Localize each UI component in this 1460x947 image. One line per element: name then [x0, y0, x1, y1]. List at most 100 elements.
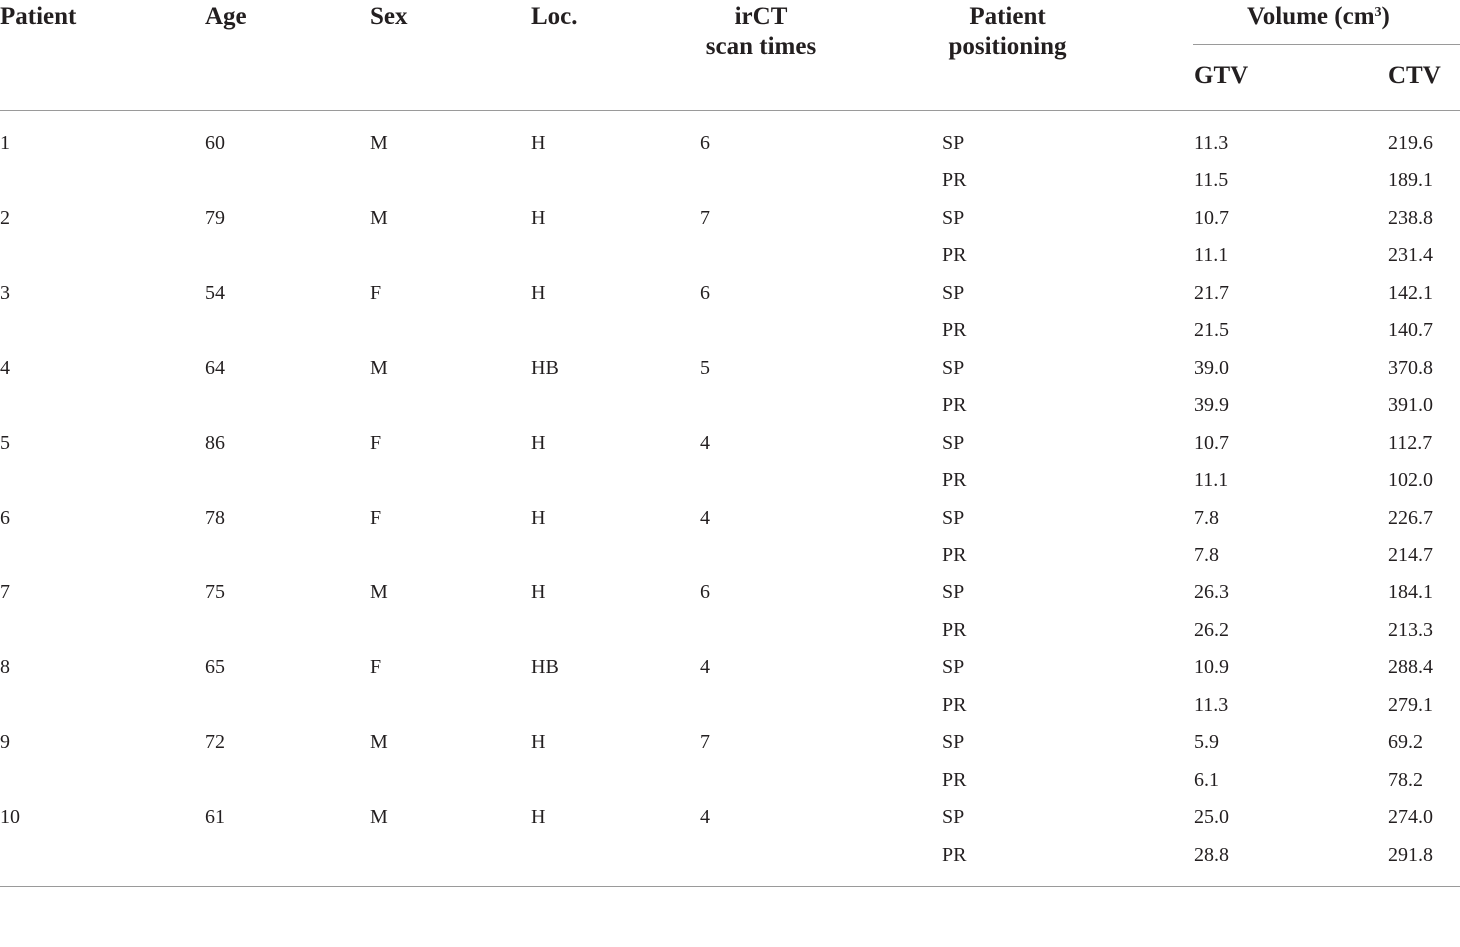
header-irct-line1: irCT	[734, 3, 788, 30]
cell-age: 65	[205, 656, 225, 679]
header-gtv: GTV	[1194, 62, 1249, 89]
cell-irct: 4	[700, 506, 710, 529]
cell-sex: F	[370, 281, 382, 304]
cell-ctv: 112.7	[1388, 431, 1433, 454]
cell-patient: 4	[0, 356, 10, 379]
cell-gtv: 11.3	[1194, 693, 1229, 716]
header-volume-close: )	[1381, 3, 1390, 30]
cell-positioning: SP	[942, 731, 965, 754]
cell-patient: 7	[0, 581, 10, 604]
cell-patient: 1	[0, 132, 10, 154]
header-age: Age	[205, 3, 247, 30]
cell-irct: 7	[700, 206, 710, 229]
cell-gtv: 11.3	[1194, 132, 1229, 154]
cell-gtv: 21.5	[1194, 319, 1229, 342]
cell-gtv: 10.7	[1194, 431, 1229, 454]
cell-gtv: 11.1	[1194, 469, 1229, 492]
header-positioning: Patient positioning	[940, 2, 1075, 62]
cell-sex: M	[370, 206, 388, 229]
cell-positioning: PR	[942, 469, 967, 492]
cell-irct: 6	[700, 281, 710, 304]
cell-irct: 5	[700, 356, 710, 379]
cell-irct: 6	[700, 132, 710, 154]
cell-ctv: 102.0	[1388, 469, 1433, 492]
cell-positioning: SP	[942, 656, 965, 679]
cell-gtv: 25.0	[1194, 806, 1229, 829]
cell-irct: 6	[700, 581, 710, 604]
cell-sex: M	[370, 731, 388, 754]
cell-ctv: 142.1	[1388, 281, 1433, 304]
cell-gtv: 26.3	[1194, 581, 1229, 604]
cell-ctv: 274.0	[1388, 806, 1433, 829]
cell-positioning: PR	[942, 319, 967, 342]
cell-patient: 2	[0, 206, 10, 229]
cell-loc: H	[531, 132, 546, 154]
cell-positioning: PR	[942, 394, 967, 417]
cell-sex: F	[370, 506, 382, 529]
header-positioning-line1: Patient	[969, 3, 1046, 30]
cell-loc: H	[531, 731, 546, 754]
cell-positioning: SP	[942, 806, 965, 829]
cell-positioning: PR	[942, 843, 967, 866]
header-volume: Volume (cm3)	[1247, 2, 1390, 32]
cell-ctv: 370.8	[1388, 356, 1433, 379]
cell-sex: M	[370, 132, 388, 154]
cell-patient: 5	[0, 431, 10, 454]
cell-positioning: PR	[942, 693, 967, 716]
cell-gtv: 11.1	[1194, 244, 1229, 267]
cell-positioning: SP	[942, 281, 965, 304]
cell-ctv: 238.8	[1388, 206, 1433, 229]
cell-age: 72	[205, 731, 225, 754]
cell-positioning: PR	[942, 169, 967, 192]
cell-gtv: 28.8	[1194, 843, 1229, 866]
cell-positioning: SP	[942, 506, 965, 529]
cell-gtv: 26.2	[1194, 618, 1229, 641]
cell-gtv: 10.9	[1194, 656, 1229, 679]
table-bottom-rule	[0, 886, 1460, 887]
cell-patient: 10	[0, 806, 20, 829]
volume-subheader-rule	[1193, 44, 1460, 45]
cell-gtv: 10.7	[1194, 206, 1229, 229]
cell-gtv: 6.1	[1194, 768, 1219, 791]
cell-positioning: PR	[942, 618, 967, 641]
cell-ctv: 279.1	[1388, 693, 1433, 716]
cell-ctv: 78.2	[1388, 768, 1423, 791]
cell-positioning: PR	[942, 543, 967, 566]
cell-age: 54	[205, 281, 225, 304]
cell-ctv: 184.1	[1388, 581, 1433, 604]
header-patient: Patient	[0, 3, 77, 30]
cell-loc: H	[531, 206, 546, 229]
cell-age: 78	[205, 506, 225, 529]
cell-ctv: 391.0	[1388, 394, 1433, 417]
cell-gtv: 39.0	[1194, 356, 1229, 379]
cell-sex: M	[370, 806, 388, 829]
cell-ctv: 69.2	[1388, 731, 1423, 754]
header-positioning-line2: positioning	[948, 33, 1067, 60]
cell-age: 64	[205, 356, 225, 379]
cell-positioning: SP	[942, 581, 965, 604]
cell-ctv: 288.4	[1388, 656, 1433, 679]
header-irct: irCT scan times	[700, 2, 822, 62]
header-volume-text: Volume (cm	[1247, 3, 1375, 30]
cell-positioning: SP	[942, 431, 965, 454]
cell-positioning: SP	[942, 356, 965, 379]
cell-positioning: SP	[942, 132, 965, 154]
cell-loc: H	[531, 806, 546, 829]
cell-gtv: 7.8	[1194, 506, 1219, 529]
header-loc: Loc.	[531, 3, 578, 30]
cell-age: 79	[205, 206, 225, 229]
cell-patient: 6	[0, 506, 10, 529]
cell-gtv: 21.7	[1194, 281, 1229, 304]
cell-patient: 8	[0, 656, 10, 679]
cell-positioning: PR	[942, 244, 967, 267]
cell-sex: M	[370, 356, 388, 379]
cell-sex: F	[370, 656, 382, 679]
cell-ctv: 214.7	[1388, 543, 1433, 566]
header-irct-line2: scan times	[705, 33, 817, 60]
cell-ctv: 291.8	[1388, 843, 1433, 866]
cell-irct: 4	[700, 431, 710, 454]
cell-age: 86	[205, 431, 225, 454]
cell-loc: H	[531, 281, 546, 304]
cell-gtv: 7.8	[1194, 543, 1219, 566]
cell-loc: H	[531, 506, 546, 529]
